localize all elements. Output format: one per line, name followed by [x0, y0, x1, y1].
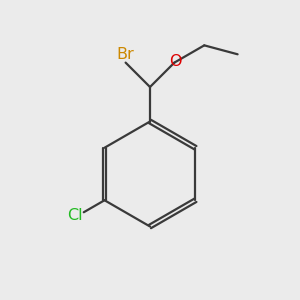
- Text: Cl: Cl: [68, 208, 83, 223]
- Text: O: O: [169, 54, 182, 69]
- Text: Br: Br: [117, 47, 134, 62]
